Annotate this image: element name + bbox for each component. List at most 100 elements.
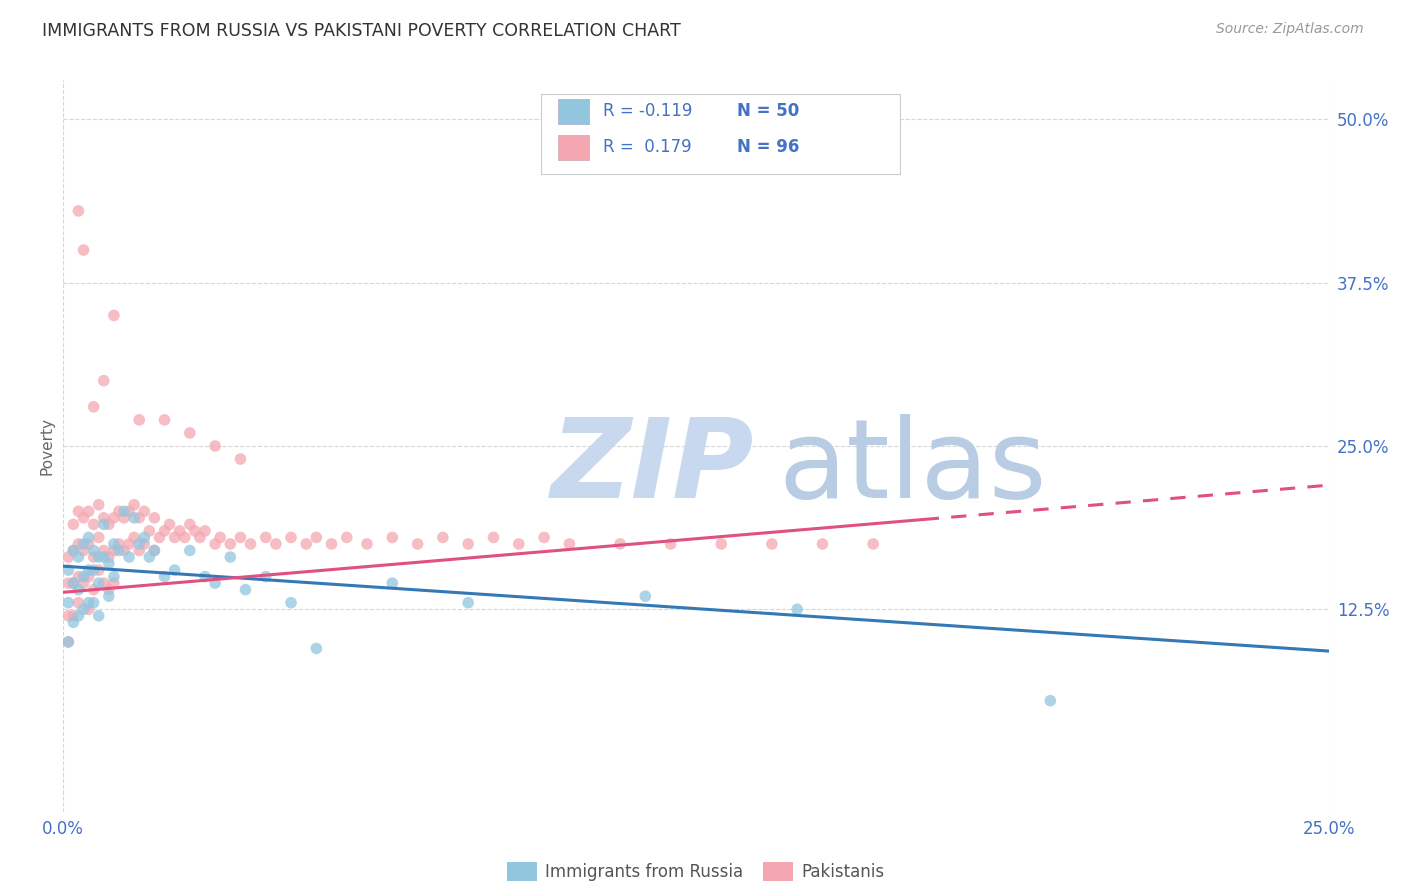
Point	[83, 596, 105, 610]
Point	[143, 543, 166, 558]
Point	[97, 517, 120, 532]
Point	[97, 582, 120, 597]
Point	[128, 413, 150, 427]
Text: Source: ZipAtlas.com: Source: ZipAtlas.com	[1216, 22, 1364, 37]
Point	[58, 608, 80, 623]
Point	[62, 576, 84, 591]
Point	[103, 543, 125, 558]
Point	[112, 511, 135, 525]
Point	[62, 517, 84, 532]
Point	[163, 563, 186, 577]
Point	[103, 537, 125, 551]
Point	[457, 596, 479, 610]
Point	[103, 309, 125, 323]
Point	[134, 530, 156, 544]
Point	[558, 537, 581, 551]
Point	[204, 439, 226, 453]
Legend: Immigrants from Russia, Pakistanis: Immigrants from Russia, Pakistanis	[501, 855, 891, 888]
Point	[1039, 694, 1062, 708]
Point	[634, 589, 657, 603]
Point	[457, 537, 479, 551]
Point	[83, 563, 105, 577]
Point	[77, 537, 100, 551]
Point	[97, 557, 120, 571]
Point	[179, 517, 201, 532]
Point	[62, 543, 84, 558]
Point	[163, 530, 186, 544]
Point	[58, 563, 80, 577]
Point	[93, 374, 115, 388]
Point	[128, 537, 150, 551]
Point	[204, 576, 226, 591]
Point	[108, 537, 131, 551]
Point	[264, 537, 287, 551]
Point	[93, 549, 115, 564]
Point	[159, 517, 181, 532]
Point	[239, 537, 262, 551]
Point	[103, 576, 125, 591]
Point	[194, 569, 217, 583]
Point	[97, 589, 120, 603]
Point	[108, 543, 131, 558]
Point	[77, 569, 100, 583]
Point	[87, 576, 110, 591]
Point	[118, 537, 141, 551]
Point	[229, 530, 252, 544]
Point	[58, 596, 80, 610]
Point	[204, 537, 226, 551]
Point	[153, 569, 176, 583]
Point	[67, 596, 90, 610]
Point	[87, 549, 110, 564]
Point	[138, 549, 160, 564]
Point	[184, 524, 207, 538]
Point	[58, 576, 80, 591]
Point	[128, 543, 150, 558]
Point	[169, 524, 191, 538]
Point	[97, 549, 120, 564]
Point	[72, 537, 94, 551]
Point	[786, 602, 808, 616]
Point	[67, 608, 90, 623]
Text: N = 50: N = 50	[737, 103, 799, 120]
Point	[209, 530, 232, 544]
Point	[710, 537, 733, 551]
Point	[72, 243, 94, 257]
Point	[87, 530, 110, 544]
Point	[194, 524, 217, 538]
Point	[67, 569, 90, 583]
Point	[72, 602, 94, 616]
Point	[153, 524, 176, 538]
Point	[533, 530, 555, 544]
Point	[58, 635, 80, 649]
Point	[77, 563, 100, 577]
Point	[321, 537, 343, 551]
Point	[254, 530, 277, 544]
Point	[862, 537, 884, 551]
Point	[148, 530, 170, 544]
Point	[103, 511, 125, 525]
Point	[153, 413, 176, 427]
Point	[87, 608, 110, 623]
Point	[72, 511, 94, 525]
Point	[305, 530, 328, 544]
Point	[143, 511, 166, 525]
Point	[280, 596, 302, 610]
Point	[83, 517, 105, 532]
Point	[83, 582, 105, 597]
Point	[77, 596, 100, 610]
Point	[134, 537, 156, 551]
Text: N = 96: N = 96	[737, 138, 799, 156]
Point	[77, 530, 100, 544]
Point	[93, 576, 115, 591]
Point	[83, 400, 105, 414]
Point	[381, 530, 404, 544]
Point	[188, 530, 211, 544]
Point	[62, 576, 84, 591]
Point	[67, 504, 90, 518]
Point	[254, 569, 277, 583]
Point	[112, 543, 135, 558]
Point	[305, 641, 328, 656]
Point	[609, 537, 631, 551]
Text: R =  0.179: R = 0.179	[603, 138, 692, 156]
Point	[134, 504, 156, 518]
